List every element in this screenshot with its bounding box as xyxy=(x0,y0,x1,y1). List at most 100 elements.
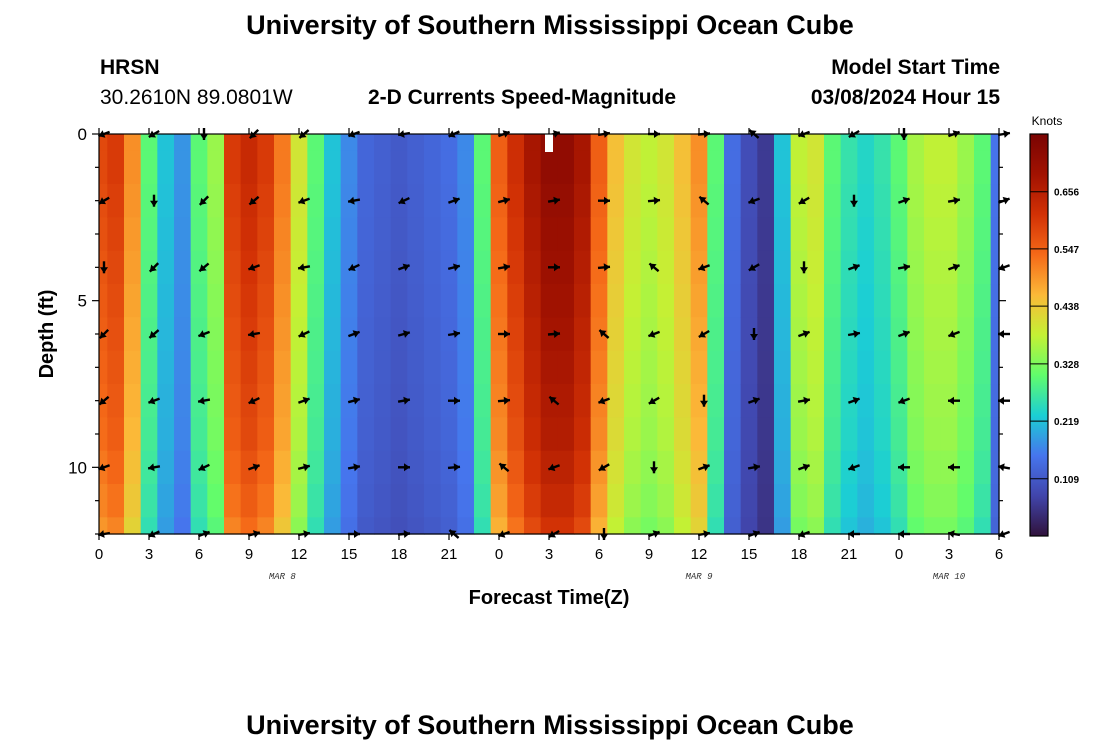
heat-cell xyxy=(524,250,542,285)
heat-cell xyxy=(240,384,258,418)
heat-cell xyxy=(724,284,742,318)
heat-cell xyxy=(307,250,325,285)
heat-cell xyxy=(640,350,658,385)
current-arrow xyxy=(447,330,461,338)
heat-cell xyxy=(674,517,692,535)
current-arrow xyxy=(797,463,811,472)
heat-cell xyxy=(357,184,375,218)
heat-cell xyxy=(674,250,692,285)
arrow-head xyxy=(598,396,606,405)
heat-cell xyxy=(590,317,608,352)
heat-cell xyxy=(157,134,175,152)
heat-cell xyxy=(490,517,508,535)
heat-cell xyxy=(140,284,158,318)
heat-cell xyxy=(507,317,525,352)
colorbar-unit: Knots xyxy=(1032,114,1063,128)
heat-cell xyxy=(607,150,625,185)
heat-cell xyxy=(974,150,992,185)
arrow-head xyxy=(648,330,656,338)
heat-cell xyxy=(740,384,758,418)
heat-cell xyxy=(324,184,342,218)
heat-cell xyxy=(374,150,392,185)
current-arrow xyxy=(647,330,661,338)
heat-cell xyxy=(790,450,808,485)
heat-cell xyxy=(457,384,475,418)
heat-cell xyxy=(374,517,392,535)
heat-cell xyxy=(840,150,858,185)
heat-cell xyxy=(890,484,908,518)
heat-cell xyxy=(574,417,592,452)
heat-cell xyxy=(407,350,425,385)
heat-cell xyxy=(857,484,875,518)
arrow-head xyxy=(198,330,206,338)
current-arrow xyxy=(98,395,110,406)
current-arrow xyxy=(797,330,811,338)
heat-cell xyxy=(624,484,642,518)
heat-cell xyxy=(390,150,408,185)
heat-cell xyxy=(724,417,742,452)
station-name: HRSN xyxy=(100,56,160,79)
heat-cell xyxy=(640,417,658,452)
heat-cell xyxy=(557,317,575,352)
heat-cell xyxy=(924,217,942,252)
heat-cell xyxy=(124,134,142,152)
heat-cell xyxy=(274,184,292,218)
colorbar-gradient xyxy=(1029,133,1049,537)
heat-cell xyxy=(507,250,525,285)
heat-cell xyxy=(290,417,308,452)
heat-cell xyxy=(774,350,792,385)
arrow-head xyxy=(98,463,106,472)
arrow-head xyxy=(800,267,808,274)
heat-cell xyxy=(157,217,175,252)
x-tick-label: 12 xyxy=(291,546,308,563)
heat-cell xyxy=(657,217,675,252)
heat-cell xyxy=(207,184,225,218)
current-arrow xyxy=(447,196,461,205)
heat-cell xyxy=(274,284,292,318)
heat-cell xyxy=(590,484,608,518)
heat-cell xyxy=(374,350,392,385)
heat-cell xyxy=(590,150,608,185)
heat-cell xyxy=(340,350,358,385)
heat-cell xyxy=(574,250,592,285)
heat-cell xyxy=(407,184,425,218)
heat-cell xyxy=(407,450,425,485)
current-arrow xyxy=(198,195,210,206)
heat-cell xyxy=(990,517,1000,535)
heat-cell xyxy=(757,217,775,252)
heat-cell xyxy=(607,217,625,252)
heat-cell xyxy=(424,184,442,218)
heat-cell xyxy=(974,284,992,318)
heat-cell xyxy=(874,150,892,185)
current-arrow xyxy=(698,195,710,206)
current-arrow xyxy=(747,396,761,405)
heat-cell xyxy=(907,450,925,485)
current-arrow xyxy=(748,263,760,272)
heat-cell xyxy=(357,317,375,352)
heat-cell xyxy=(790,350,808,385)
heat-cell xyxy=(607,350,625,385)
heat-cell xyxy=(324,384,342,418)
heat-cell xyxy=(557,384,575,418)
heat-cell xyxy=(574,350,592,385)
x-tick-label: 6 xyxy=(995,546,1003,563)
heat-cell xyxy=(790,317,808,352)
heat-cell xyxy=(974,250,992,285)
heat-cell xyxy=(874,517,892,535)
heat-cell xyxy=(757,517,775,535)
heat-cell xyxy=(174,284,192,318)
heat-cell xyxy=(490,417,508,452)
heat-cell xyxy=(507,384,525,418)
heat-cell xyxy=(990,284,1000,318)
heat-cell xyxy=(640,317,658,352)
arrow-head xyxy=(452,196,460,205)
heat-cell xyxy=(207,150,225,185)
current-arrow xyxy=(800,261,808,274)
heat-cell xyxy=(140,484,158,518)
heat-cell xyxy=(340,284,358,318)
heat-cell xyxy=(290,150,308,185)
x-axis-label: Forecast Time(Z) xyxy=(469,587,630,609)
heat-cell xyxy=(690,350,708,385)
arrow-head xyxy=(453,330,460,338)
arrow-head xyxy=(198,463,206,471)
